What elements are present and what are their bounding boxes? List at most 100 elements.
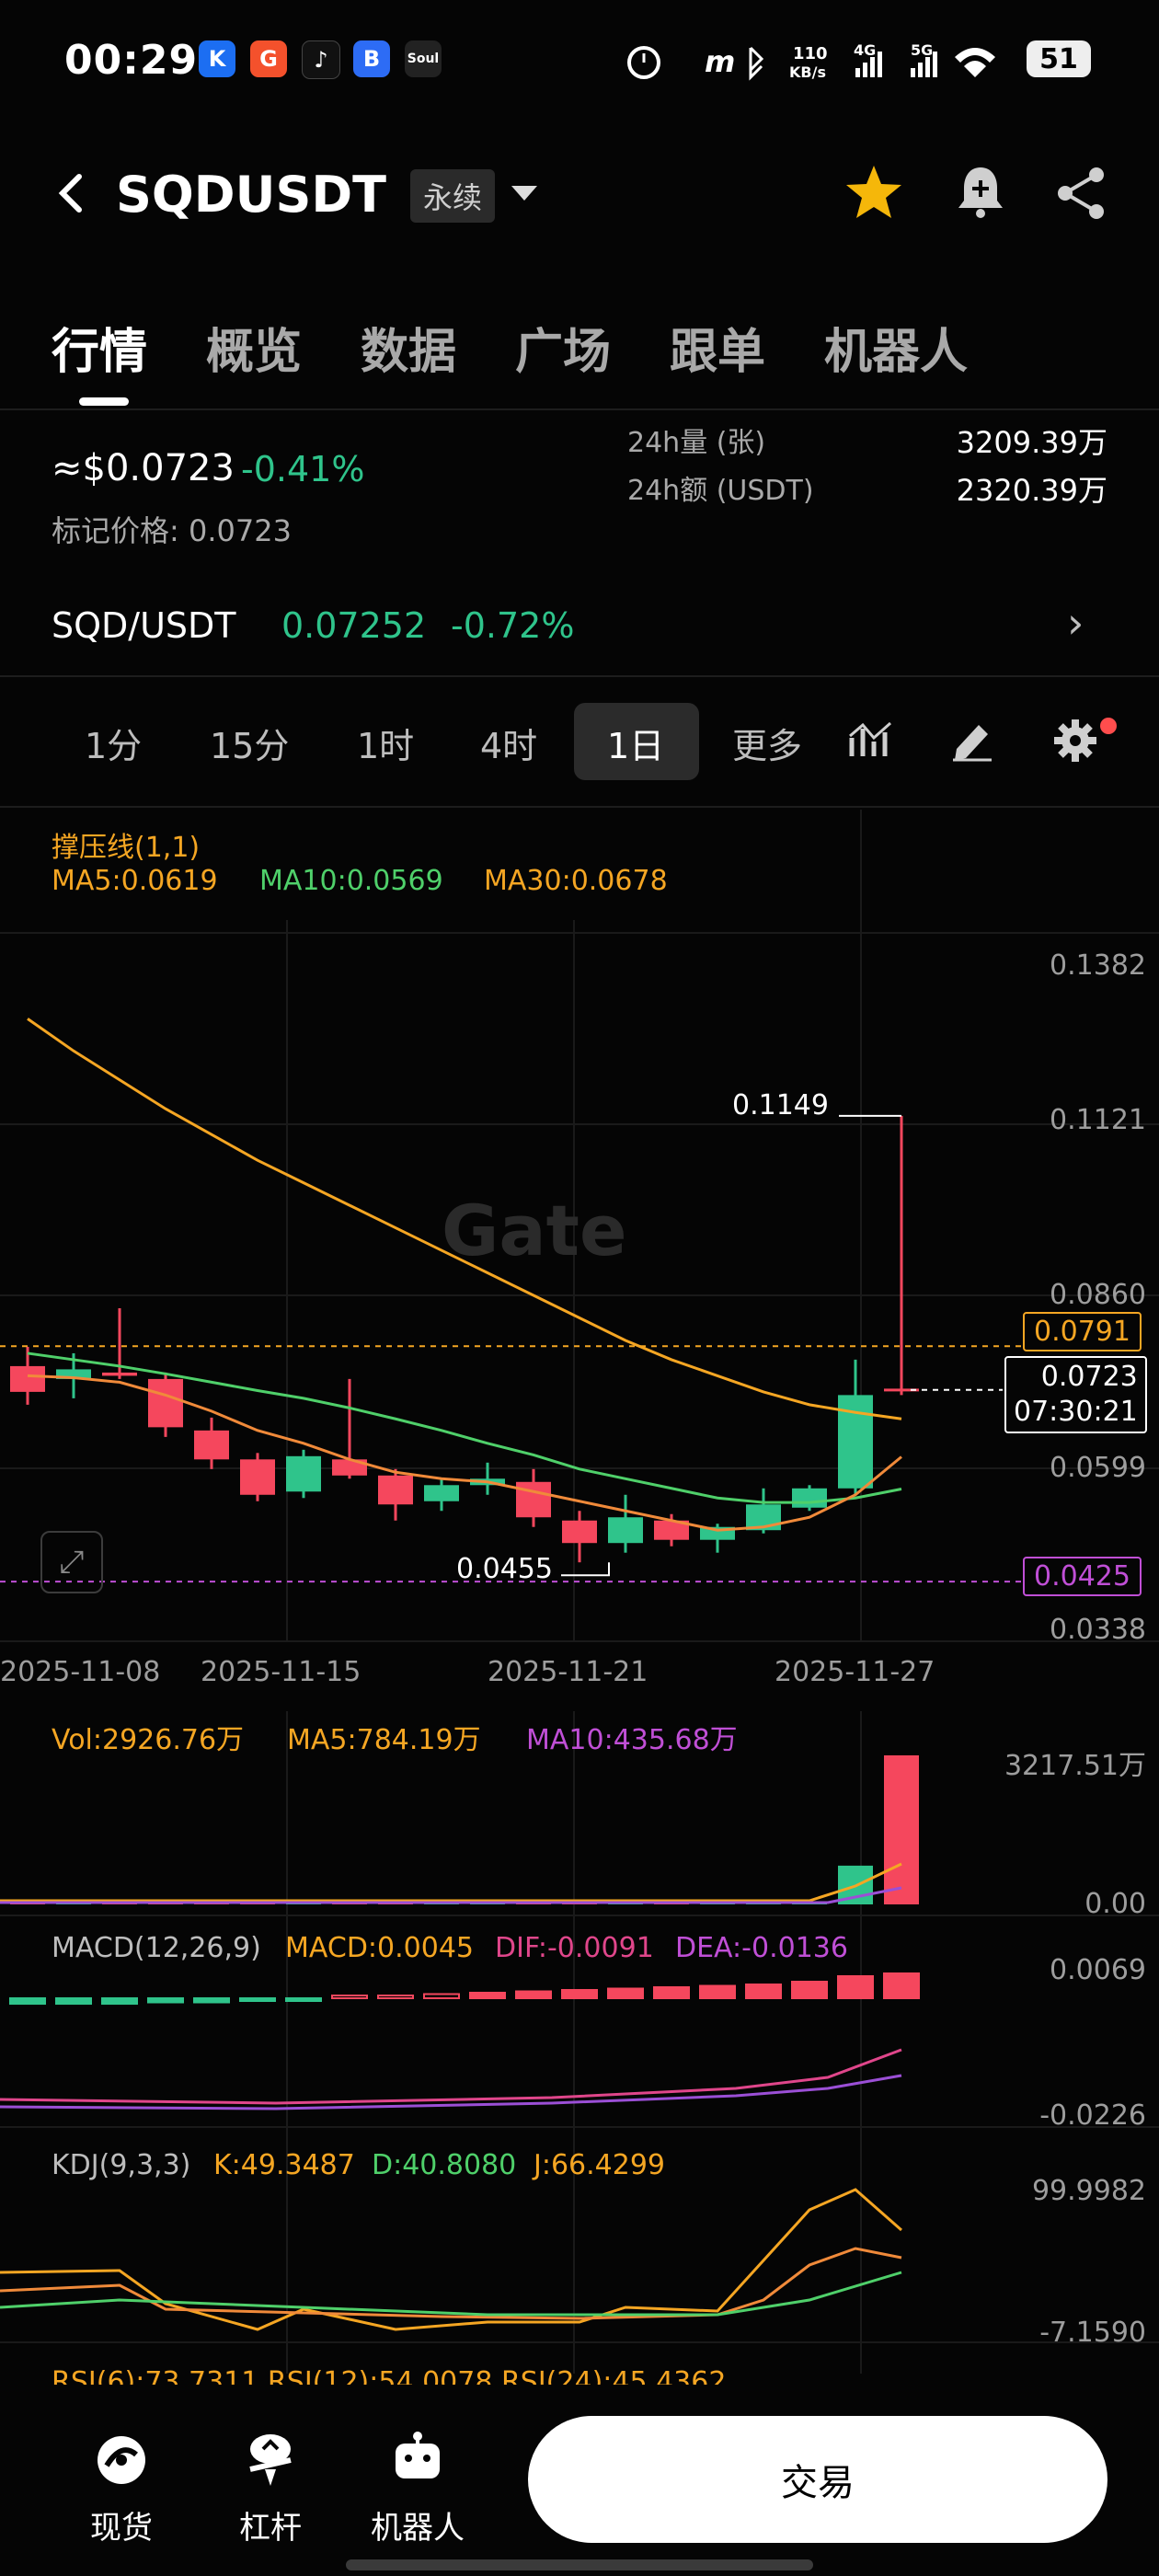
candle — [378, 1468, 413, 1521]
candle-countdown: 07:30:21 — [1014, 1396, 1138, 1428]
pair-title[interactable]: SQDUSDT — [116, 166, 387, 224]
candle — [516, 1468, 551, 1527]
back-icon[interactable] — [52, 166, 88, 230]
price-change: -0.41% — [241, 449, 365, 489]
draw-tool-icon[interactable] — [949, 716, 995, 762]
interval-15m[interactable]: 15分 — [210, 726, 290, 766]
app-k-icon: K — [199, 40, 235, 77]
nav-bots[interactable]: 机器人 — [371, 2510, 465, 2547]
candle-body — [194, 1430, 229, 1460]
kdj-y-top: 99.9982 — [1031, 2175, 1146, 2207]
alarm-icon — [627, 46, 660, 79]
ma5-line — [27, 1374, 902, 1532]
ma30-label: MA30:0.0678 — [484, 865, 668, 897]
vol-label: Vol:2926.76万 — [52, 1724, 245, 1756]
indicator-icon[interactable] — [848, 716, 894, 762]
tab-square[interactable]: 广场 — [515, 325, 612, 380]
x-tick-3: 2025-11-21 — [488, 1656, 648, 1688]
macd-bar — [791, 1981, 828, 1999]
rsi-label: RSI(6):73.7311 RSI(12):54.0078 RSI(24):4… — [52, 2366, 727, 2385]
candle-body — [286, 1455, 321, 1492]
spot-change: -0.72% — [451, 605, 575, 646]
candle — [332, 1378, 367, 1479]
candle-body — [332, 1459, 367, 1476]
macd-bar — [147, 1997, 184, 2004]
gate-watermark: Gate — [442, 1190, 627, 1271]
interval-1h[interactable]: 1时 — [357, 726, 415, 766]
nav-spot[interactable]: 现货 — [90, 2510, 153, 2547]
price-alert-icon[interactable] — [953, 162, 1008, 221]
chart-settings-gear-icon[interactable] — [1052, 718, 1098, 764]
kdj-j: J:66.4299 — [534, 2149, 666, 2181]
interval-more[interactable]: 更多 — [732, 726, 803, 766]
mark-price: 标记价格: 0.0723 — [52, 513, 292, 548]
amt-24h-value: 2320.39万 — [956, 473, 1107, 508]
home-indicator — [346, 2559, 813, 2570]
tab-overview[interactable]: 概览 — [206, 325, 303, 380]
contract-type-badge[interactable]: 永续 — [410, 169, 496, 223]
kdj-y-bottom: -7.1590 — [1039, 2317, 1146, 2349]
chevron-right-icon[interactable]: › — [1067, 598, 1084, 648]
spot-price: 0.07252 — [281, 605, 427, 646]
tab-data[interactable]: 数据 — [361, 325, 457, 380]
svg-text:KB/s: KB/s — [789, 63, 826, 81]
ma10-line — [27, 1351, 902, 1504]
usd-price: ≈$0.0723 — [52, 447, 235, 489]
pair-dropdown-icon[interactable] — [511, 186, 537, 201]
macd-bar — [515, 1990, 552, 1999]
macd-value: MACD:0.0045 — [285, 1932, 475, 1964]
vol-y-bottom: 0.00 — [1084, 1888, 1146, 1920]
candle — [608, 1494, 643, 1553]
favorite-star-icon[interactable] — [844, 164, 903, 221]
macd-bar — [883, 1972, 920, 1999]
candle-body — [10, 1365, 45, 1392]
leverage-icon[interactable] — [241, 2432, 300, 2488]
tab-copy-trade[interactable]: 跟单 — [670, 325, 766, 380]
macd-y-top: 0.0069 — [1050, 1954, 1146, 1986]
interval-4h[interactable]: 4时 — [480, 726, 538, 766]
support-line-label: 0.0425 — [1023, 1557, 1142, 1596]
kdj-d: D:40.8080 — [372, 2149, 517, 2181]
macd-bar — [239, 1997, 276, 2002]
nav-leverage[interactable]: 杠杆 — [239, 2510, 302, 2547]
macd-bar — [837, 1975, 874, 1999]
status-icons: m 110 KB/s 4G 5G — [627, 41, 995, 81]
ma10-label: MA10:0.0569 — [259, 865, 443, 897]
vol-24h-value: 3209.39万 — [956, 425, 1107, 460]
macd-bar — [561, 1989, 598, 1999]
candle-body — [424, 1485, 459, 1501]
vol-y-top: 3217.51万 — [1004, 1750, 1146, 1782]
bluetooth-icon — [749, 46, 764, 81]
kdj-j-line — [0, 2188, 902, 2331]
macd-bar — [423, 1993, 460, 1999]
interval-1d[interactable]: 1日 — [607, 726, 665, 766]
spot-pair[interactable]: SQD/USDT — [52, 605, 236, 646]
candle — [194, 1417, 229, 1469]
candle — [838, 1359, 873, 1495]
robot-icon[interactable] — [390, 2429, 445, 2484]
share-icon[interactable] — [1054, 166, 1109, 221]
vol-ma10-line — [0, 1886, 902, 1904]
tab-market[interactable]: 行情 — [52, 325, 148, 380]
kline-chart[interactable]: Gate — [0, 0, 1159, 2392]
trade-button[interactable]: 交易 — [528, 2416, 1107, 2543]
macd-bar — [9, 1997, 46, 2005]
macd-bar — [55, 1997, 92, 2005]
interval-1m[interactable]: 1分 — [85, 726, 143, 766]
candle-body — [378, 1475, 413, 1505]
tab-bots[interactable]: 机器人 — [824, 325, 969, 380]
y-tick-4: 0.0599 — [1050, 1452, 1146, 1484]
kdj-d-line — [0, 2271, 902, 2317]
candle — [286, 1449, 321, 1499]
svg-text:110: 110 — [793, 44, 828, 63]
candle-body — [240, 1459, 275, 1495]
spot-icon[interactable] — [94, 2432, 149, 2488]
tiktok-icon: ♪ — [302, 40, 340, 79]
nfc-icon: m — [705, 44, 735, 79]
amt-24h-label: 24h额 (USDT) — [627, 475, 814, 507]
macd-bar — [699, 1984, 736, 1999]
expand-chart-icon[interactable]: ⤢ — [40, 1531, 103, 1593]
candle-body — [148, 1378, 183, 1428]
macd-dif: DIF:-0.0091 — [495, 1932, 654, 1964]
candle — [792, 1485, 827, 1512]
